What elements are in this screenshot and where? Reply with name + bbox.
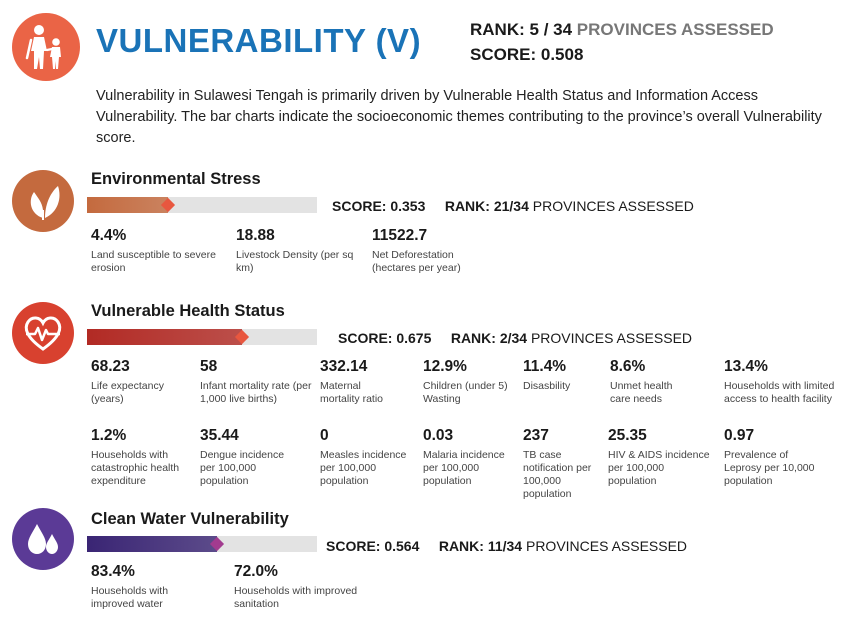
- water-section-title: Clean Water Vulnerability: [91, 510, 289, 528]
- metric-label: Households with catastrophic health expe…: [91, 449, 180, 487]
- health-metric: 0.03 Malaria incidence per 100,000 popul…: [423, 427, 515, 488]
- water-score-fill: [87, 536, 217, 552]
- metric-value: 35.44: [200, 427, 239, 444]
- metric-value: 0.03: [423, 427, 454, 444]
- metric-label: Maternal mortality ratio: [320, 380, 384, 405]
- env-score-fill: [87, 197, 169, 213]
- page-title: VULNERABILITY (V): [96, 22, 422, 59]
- water-score-text: SCORE: 0.564: [326, 538, 420, 554]
- metric-label: Life expectancy (years): [91, 380, 164, 405]
- water-score-bar: [87, 536, 317, 552]
- rank-label: RANK:: [470, 20, 525, 39]
- metric-label: Households with limited access to health…: [724, 380, 835, 405]
- metric-value: 68.23: [91, 358, 130, 375]
- metric-value: 72.0%: [234, 563, 278, 580]
- metric-value: 58: [200, 358, 218, 375]
- env-section-title: Environmental Stress: [91, 170, 261, 188]
- health-metric: 13.4% Households with limited access to …: [724, 358, 852, 406]
- env-rank-suffix: PROVINCES ASSESSED: [532, 198, 694, 214]
- metric-value: 18.88: [236, 227, 275, 244]
- health-rank-suffix: PROVINCES ASSESSED: [530, 330, 693, 346]
- water-metric: 72.0% Households with improved sanitatio…: [234, 563, 384, 611]
- health-metric: 12.9% Children (under 5) Wasting: [423, 358, 508, 406]
- metric-label: Prevalence of Leprosy per 10,000 populat…: [724, 449, 815, 487]
- metric-value: 12.9%: [423, 358, 467, 375]
- metric-label: Unmet health care needs: [610, 380, 673, 405]
- health-score-rank: SCORE: 0.675 RANK: 2/34 PROVINCES ASSESS…: [338, 330, 692, 346]
- metric-label: Land susceptible to severe erosion: [91, 249, 216, 274]
- metric-value: 4.4%: [91, 227, 127, 244]
- env-score-bar: [87, 197, 317, 213]
- metric-label: Infant mortality rate (per 1,000 live bi…: [200, 380, 312, 405]
- env-metric: 18.88 Livestock Density (per sq km): [236, 227, 356, 275]
- overall-rank: RANK: 5 / 34 PROVINCES ASSESSED: [470, 20, 774, 40]
- health-metric: 58 Infant mortality rate (per 1,000 live…: [200, 358, 312, 406]
- health-metric: 35.44 Dengue incidence per 100,000 popul…: [200, 427, 300, 488]
- health-score-fill: [87, 329, 243, 345]
- metric-label: Households with improved water: [91, 585, 169, 610]
- heart-pulse-icon: [12, 302, 74, 364]
- metric-value: 0.97: [724, 427, 755, 444]
- health-metric: 68.23 Life expectancy (years): [91, 358, 191, 406]
- metric-value: 332.14: [320, 358, 368, 375]
- health-metric: 0.97 Prevalence of Leprosy per 10,000 po…: [724, 427, 824, 488]
- metric-value: 8.6%: [610, 358, 646, 375]
- metric-value: 0: [320, 427, 329, 444]
- health-metric: 332.14 Maternal mortality ratio: [320, 358, 400, 406]
- metric-label: Dengue incidence per 100,000 population: [200, 449, 285, 487]
- env-score-text: SCORE: 0.353: [332, 198, 426, 214]
- metric-value: 11.4%: [523, 358, 567, 375]
- metric-label: Malaria incidence per 100,000 population: [423, 449, 505, 487]
- health-metric: 11.4% Disasbility: [523, 358, 598, 393]
- metric-label: Households with improved sanitation: [234, 585, 358, 610]
- water-drops-icon: [12, 508, 74, 570]
- metric-label: Children (under 5) Wasting: [423, 380, 508, 405]
- water-metric: 83.4% Households with improved water: [91, 563, 201, 611]
- elderly-and-child-icon: [12, 13, 80, 81]
- score-label: SCORE:: [470, 45, 537, 64]
- leaf-icon: [12, 170, 74, 232]
- env-metric: 11522.7 Net Deforestation (hectares per …: [372, 227, 492, 275]
- metric-label: Livestock Density (per sq km): [236, 249, 354, 274]
- intro-paragraph: Vulnerability in Sulawesi Tengah is prim…: [96, 88, 822, 146]
- metric-value: 237: [523, 427, 549, 444]
- score-value: 0.508: [540, 45, 584, 64]
- water-score-rank: SCORE: 0.564 RANK: 11/34 PROVINCES ASSES…: [326, 538, 687, 554]
- env-score-rank: SCORE: 0.353 RANK: 21/34 PROVINCES ASSES…: [332, 198, 694, 214]
- metric-value: 13.4%: [724, 358, 768, 375]
- health-metric: 25.35 HIV & AIDS incidence per 100,000 p…: [608, 427, 713, 488]
- metric-value: 1.2%: [91, 427, 127, 444]
- health-score-bar: [87, 329, 317, 345]
- env-metric: 4.4% Land susceptible to severe erosion: [91, 227, 221, 275]
- metric-label: Measles incidence per 100,000 population: [320, 449, 407, 487]
- health-metric: 1.2% Households with catastrophic health…: [91, 427, 196, 488]
- health-metric: 0 Measles incidence per 100,000 populati…: [320, 427, 418, 488]
- env-rank-text: RANK: 21/34: [444, 198, 529, 214]
- health-score-text: SCORE: 0.675: [338, 330, 432, 346]
- rank-suffix: PROVINCES ASSESSED: [576, 20, 774, 39]
- water-rank-text: RANK: 11/34: [438, 538, 523, 554]
- metric-value: 25.35: [608, 427, 647, 444]
- metric-value: 11522.7: [372, 227, 428, 244]
- metric-label: TB case notification per 100,000 populat…: [523, 449, 592, 500]
- health-rank-text: RANK: 2/34: [450, 330, 528, 346]
- health-section-title: Vulnerable Health Status: [91, 302, 285, 320]
- metric-label: Net Deforestation (hectares per year): [372, 249, 461, 274]
- metric-value: 83.4%: [91, 563, 135, 580]
- metric-label: HIV & AIDS incidence per 100,000 populat…: [608, 449, 710, 487]
- health-metric: 8.6% Unmet health care needs: [610, 358, 690, 406]
- health-metric: 237 TB case notification per 100,000 pop…: [523, 427, 593, 501]
- rank-value: 5 / 34: [529, 20, 573, 39]
- overall-score: SCORE: 0.508: [470, 45, 583, 65]
- water-rank-suffix: PROVINCES ASSESSED: [525, 538, 688, 554]
- metric-label: Disasbility: [523, 380, 571, 392]
